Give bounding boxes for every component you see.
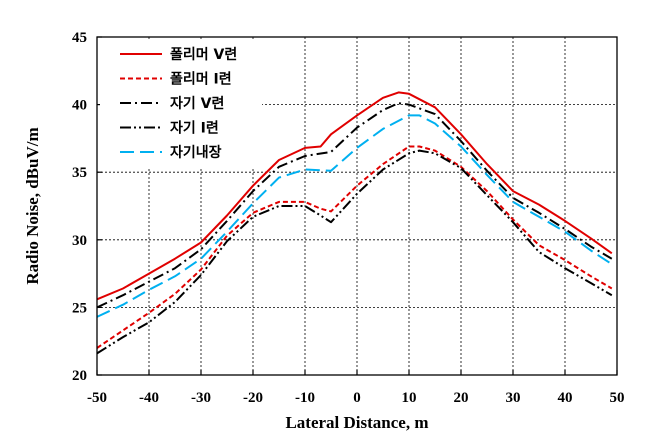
x-tick-label: -40 xyxy=(139,390,159,406)
series-line xyxy=(96,149,613,355)
x-tick-label: -30 xyxy=(191,390,211,406)
legend-label: 폴리머 I련 xyxy=(170,71,232,88)
legend-label: 자기내장 xyxy=(170,144,222,161)
x-tick-label: 40 xyxy=(558,390,573,406)
x-tick-label: -10 xyxy=(295,390,315,406)
y-tick-label: 40 xyxy=(72,98,87,114)
series-line xyxy=(96,91,613,301)
series-line xyxy=(96,114,613,318)
x-tick-label: 30 xyxy=(506,390,521,406)
x-tick-label: 20 xyxy=(454,390,469,406)
series-line xyxy=(96,102,613,309)
legend-label: 폴리머 V련 xyxy=(170,46,237,63)
y-tick-label: 30 xyxy=(72,233,87,249)
x-tick-label: 50 xyxy=(610,390,625,406)
y-tick-label: 25 xyxy=(72,300,87,316)
y-tick-label: 20 xyxy=(72,368,87,384)
y-tick-label: 35 xyxy=(72,165,87,181)
axis-ticks xyxy=(96,36,618,376)
x-tick-label: -20 xyxy=(243,390,263,406)
legend-label: 자기 I련 xyxy=(170,120,219,137)
y-tick-label: 45 xyxy=(72,30,87,46)
x-tick-label: 0 xyxy=(353,390,361,406)
legend-label: 자기 V련 xyxy=(170,95,224,112)
x-tick-labels: -50 -40 -30 -20 -10 0 10 20 30 40 50 xyxy=(87,390,625,406)
x-tick-label: -50 xyxy=(87,390,107,406)
legend-box xyxy=(100,40,262,169)
x-axis-title: Lateral Distance, m xyxy=(285,413,428,432)
y-axis-title: Radio Noise, dBuV/m xyxy=(23,127,42,284)
x-tick-label: 10 xyxy=(402,390,417,406)
y-tick-labels: 20 25 30 35 40 45 xyxy=(72,30,87,384)
series-lines xyxy=(96,91,613,355)
